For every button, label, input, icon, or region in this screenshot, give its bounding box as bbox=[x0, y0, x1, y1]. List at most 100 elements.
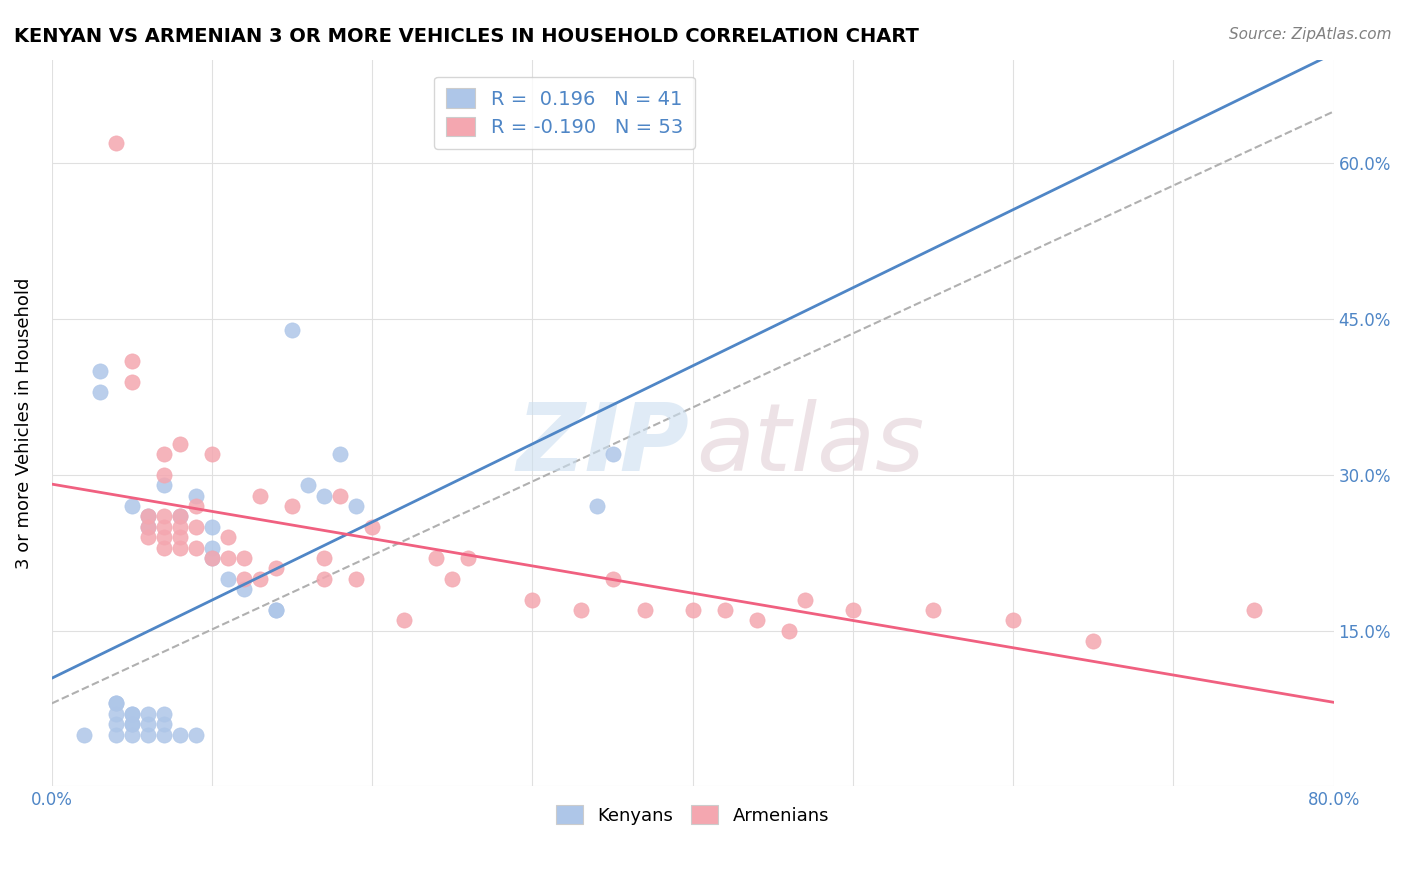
Point bbox=[121, 353, 143, 368]
Point bbox=[249, 489, 271, 503]
Point bbox=[153, 467, 176, 482]
Point bbox=[121, 706, 143, 721]
Point bbox=[264, 603, 287, 617]
Point bbox=[329, 447, 352, 461]
Point bbox=[281, 499, 304, 513]
Point bbox=[201, 551, 224, 566]
Point bbox=[169, 509, 191, 524]
Point bbox=[153, 530, 176, 544]
Point bbox=[217, 572, 239, 586]
Point bbox=[104, 697, 127, 711]
Point bbox=[778, 624, 800, 638]
Point bbox=[201, 551, 224, 566]
Point bbox=[217, 530, 239, 544]
Point bbox=[522, 592, 544, 607]
Point bbox=[136, 509, 159, 524]
Point bbox=[153, 509, 176, 524]
Text: atlas: atlas bbox=[696, 400, 925, 491]
Point bbox=[153, 520, 176, 534]
Point bbox=[169, 520, 191, 534]
Point bbox=[89, 384, 111, 399]
Point bbox=[104, 706, 127, 721]
Point bbox=[602, 447, 624, 461]
Point bbox=[329, 489, 352, 503]
Point bbox=[344, 499, 367, 513]
Point bbox=[297, 478, 319, 492]
Text: Source: ZipAtlas.com: Source: ZipAtlas.com bbox=[1229, 27, 1392, 42]
Point bbox=[314, 489, 336, 503]
Point bbox=[842, 603, 865, 617]
Point bbox=[184, 520, 207, 534]
Point bbox=[136, 706, 159, 721]
Point bbox=[201, 520, 224, 534]
Point bbox=[281, 322, 304, 336]
Point bbox=[441, 572, 464, 586]
Point bbox=[136, 520, 159, 534]
Point bbox=[73, 727, 96, 741]
Point bbox=[121, 499, 143, 513]
Point bbox=[233, 572, 256, 586]
Point bbox=[314, 572, 336, 586]
Y-axis label: 3 or more Vehicles in Household: 3 or more Vehicles in Household bbox=[15, 277, 32, 569]
Point bbox=[104, 136, 127, 150]
Point bbox=[121, 717, 143, 731]
Point bbox=[633, 603, 655, 617]
Point bbox=[153, 478, 176, 492]
Point bbox=[264, 561, 287, 575]
Point bbox=[169, 530, 191, 544]
Point bbox=[585, 499, 607, 513]
Point bbox=[169, 509, 191, 524]
Point bbox=[104, 727, 127, 741]
Point bbox=[169, 541, 191, 555]
Point bbox=[457, 551, 479, 566]
Point bbox=[922, 603, 945, 617]
Point bbox=[602, 572, 624, 586]
Point bbox=[344, 572, 367, 586]
Point bbox=[249, 572, 271, 586]
Point bbox=[233, 582, 256, 597]
Point bbox=[153, 706, 176, 721]
Point bbox=[1083, 634, 1105, 648]
Point bbox=[425, 551, 447, 566]
Point bbox=[104, 717, 127, 731]
Point bbox=[153, 717, 176, 731]
Point bbox=[233, 551, 256, 566]
Point bbox=[184, 489, 207, 503]
Point bbox=[217, 551, 239, 566]
Point bbox=[169, 437, 191, 451]
Text: KENYAN VS ARMENIAN 3 OR MORE VEHICLES IN HOUSEHOLD CORRELATION CHART: KENYAN VS ARMENIAN 3 OR MORE VEHICLES IN… bbox=[14, 27, 920, 45]
Point bbox=[713, 603, 735, 617]
Legend: Kenyans, Armenians: Kenyans, Armenians bbox=[546, 795, 841, 836]
Point bbox=[153, 447, 176, 461]
Point bbox=[121, 375, 143, 389]
Point bbox=[136, 727, 159, 741]
Point bbox=[136, 509, 159, 524]
Point bbox=[184, 727, 207, 741]
Point bbox=[184, 499, 207, 513]
Point bbox=[184, 541, 207, 555]
Point bbox=[121, 706, 143, 721]
Point bbox=[201, 541, 224, 555]
Point bbox=[136, 520, 159, 534]
Point bbox=[361, 520, 384, 534]
Point bbox=[136, 530, 159, 544]
Point bbox=[121, 727, 143, 741]
Point bbox=[745, 613, 768, 627]
Point bbox=[569, 603, 592, 617]
Point bbox=[1243, 603, 1265, 617]
Point bbox=[264, 603, 287, 617]
Point bbox=[89, 364, 111, 378]
Point bbox=[104, 697, 127, 711]
Point bbox=[169, 727, 191, 741]
Point bbox=[682, 603, 704, 617]
Point bbox=[153, 727, 176, 741]
Point bbox=[394, 613, 416, 627]
Point bbox=[153, 541, 176, 555]
Text: ZIP: ZIP bbox=[516, 399, 689, 491]
Point bbox=[136, 717, 159, 731]
Point bbox=[201, 447, 224, 461]
Point bbox=[314, 551, 336, 566]
Point bbox=[121, 717, 143, 731]
Point bbox=[1002, 613, 1025, 627]
Point bbox=[793, 592, 815, 607]
